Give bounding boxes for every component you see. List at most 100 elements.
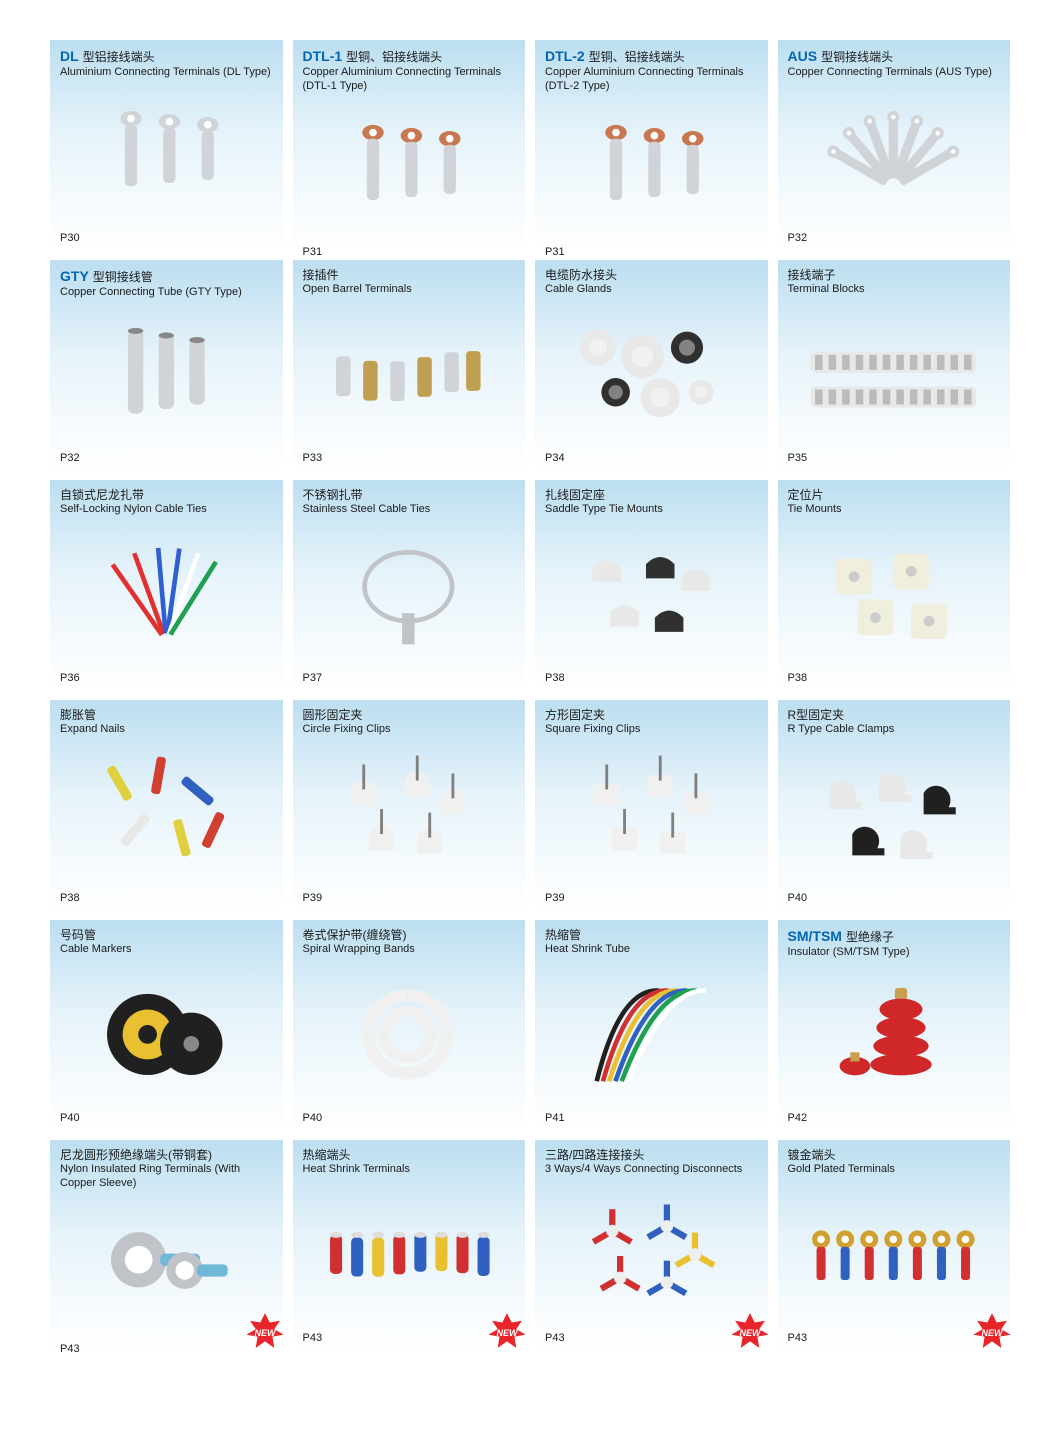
product-card: 三路/四路连接接头3 Ways/4 Ways Connecting Discon… (535, 1140, 768, 1350)
product-card: R型固定夹R Type Cable Clamps P40 (778, 700, 1011, 910)
product-page-number: P39 (545, 892, 758, 904)
product-code: GTY (60, 268, 89, 285)
product-image (545, 1177, 758, 1332)
product-code: DTL-1 (303, 48, 343, 65)
product-card: 不锈钢扎带Stainless Steel Cable TiesP37 (293, 480, 526, 690)
product-card: 接线端子Terminal Blocks P35 (778, 260, 1011, 470)
product-image (60, 1191, 273, 1344)
product-image (60, 957, 273, 1112)
product-page-number: P38 (545, 672, 758, 684)
new-badge-label: NEW (739, 1328, 762, 1338)
product-page-number: P32 (60, 452, 273, 464)
product-image (303, 93, 516, 246)
product-image (545, 957, 758, 1112)
product-title-cn: 方形固定夹 (545, 708, 605, 722)
product-image (788, 960, 1001, 1113)
product-title-en: Spiral Wrapping Bands (303, 943, 516, 957)
product-title-en: Copper Aluminium Connecting Terminals (D… (545, 66, 758, 94)
product-image (303, 517, 516, 672)
product-title-cn: 接线端子 (788, 268, 836, 282)
product-title-cn: 镀金端头 (788, 1148, 836, 1162)
product-page-number: P36 (60, 672, 273, 684)
product-page-number: P33 (303, 452, 516, 464)
product-title-en: Cable Markers (60, 943, 273, 957)
product-card: DTL-2型铜、铝接线端头Copper Aluminium Connecting… (535, 40, 768, 250)
product-title-cn: 型绝缘子 (846, 930, 894, 944)
product-title-cn: 型铜、铝接线端头 (346, 50, 442, 64)
product-title-cn: 号码管 (60, 928, 96, 942)
product-card: GTY 型铜接线管 Copper Connecting Tube (GTY Type… (50, 260, 283, 470)
new-badge: NEW (243, 1310, 287, 1354)
product-image (545, 297, 758, 452)
new-badge: NEW (485, 1310, 529, 1354)
new-badge-label: NEW (982, 1328, 1005, 1338)
product-title-en: Heat Shrink Tube (545, 943, 758, 957)
product-page-number: P40 (303, 1112, 516, 1124)
product-title-cn: 型铜接线管 (93, 270, 153, 284)
product-image (788, 80, 1001, 233)
product-page-number: P35 (788, 452, 1001, 464)
product-page-number: P43 (60, 1343, 273, 1355)
product-card: 卷式保护带(缠绕管)Spiral Wrapping Bands P40 (293, 920, 526, 1130)
product-title-cn: 三路/四路连接接头 (545, 1148, 644, 1162)
product-page-number: P40 (788, 892, 1001, 904)
product-title-en: Square Fixing Clips (545, 723, 758, 737)
product-image (545, 737, 758, 892)
product-card: 尼龙圆形预绝缘端头(带铜套)Nylon Insulated Ring Termi… (50, 1140, 283, 1350)
product-title-en: Copper Connecting Tube (GTY Type) (60, 286, 273, 300)
product-title-cn: R型固定夹 (788, 708, 845, 722)
product-card: 号码管Cable Markers P40 (50, 920, 283, 1130)
product-image (60, 300, 273, 453)
product-title-cn: 型铜接线端头 (821, 50, 893, 64)
product-title-cn: 热缩管 (545, 928, 581, 942)
product-title-cn: 圆形固定夹 (303, 708, 363, 722)
product-title-en: Cable Glands (545, 283, 758, 297)
product-card: 接插件Open Barrel Terminals P33 (293, 260, 526, 470)
product-card: 热缩管Heat Shrink Tube P41 (535, 920, 768, 1130)
product-page-number: P41 (545, 1112, 758, 1124)
product-title-en: Stainless Steel Cable Ties (303, 503, 516, 517)
product-image (303, 737, 516, 892)
product-title-en: Insulator (SM/TSM Type) (788, 946, 1001, 960)
product-title-cn: 型铜、铝接线端头 (589, 50, 685, 64)
product-card: DTL-1型铜、铝接线端头 Copper Aluminium Connecting… (293, 40, 526, 250)
product-page-number: P31 (545, 246, 758, 258)
product-code: SM/TSM (788, 928, 842, 945)
product-card: 扎线固定座Saddle Type Tie Mounts P38 (535, 480, 768, 690)
new-badge: NEW (728, 1310, 772, 1354)
product-card: AUS型铜接线端头Copper Connecting Terminals (AU… (778, 40, 1011, 250)
product-image (60, 80, 273, 233)
product-card: 镀金端头Gold Plated Terminals P43NEW (778, 1140, 1011, 1350)
product-title-en: Copper Aluminium Connecting Terminals (D… (303, 66, 516, 94)
product-title-cn: 尼龙圆形预绝缘端头(带铜套) (60, 1148, 212, 1162)
product-title-cn: 定位片 (788, 488, 824, 502)
product-code: DL (60, 48, 79, 65)
product-image (788, 737, 1001, 892)
product-page-number: P43 (788, 1332, 1001, 1344)
product-title-cn: 型铝接线端头 (83, 50, 155, 64)
product-card: 定位片Tie Mounts P38 (778, 480, 1011, 690)
product-title-cn: 自锁式尼龙扎带 (60, 488, 144, 502)
product-image (788, 517, 1001, 672)
product-title-en: Terminal Blocks (788, 283, 1001, 297)
product-title-en: Self-Locking Nylon Cable Ties (60, 503, 273, 517)
product-page-number: P39 (303, 892, 516, 904)
product-title-en: R Type Cable Clamps (788, 723, 1001, 737)
product-title-en: Circle Fixing Clips (303, 723, 516, 737)
product-page-number: P40 (60, 1112, 273, 1124)
product-page-number: P34 (545, 452, 758, 464)
product-image (303, 1177, 516, 1332)
new-badge: NEW (970, 1310, 1014, 1354)
product-card: DL型铝接线端头Aluminium Connecting Terminals (… (50, 40, 283, 250)
product-title-en: Expand Nails (60, 723, 273, 737)
product-card: 方形固定夹Square Fixing Clips P39 (535, 700, 768, 910)
product-title-cn: 接插件 (303, 268, 339, 282)
product-image (545, 517, 758, 672)
product-page-number: P42 (788, 1112, 1001, 1124)
product-title-en: 3 Ways/4 Ways Connecting Disconnects (545, 1163, 758, 1177)
product-title-cn: 卷式保护带(缠绕管) (303, 928, 407, 942)
product-page-number: P38 (60, 892, 273, 904)
product-title-cn: 热缩端头 (303, 1148, 351, 1162)
product-card: 膨胀管Expand Nails P38 (50, 700, 283, 910)
product-title-cn: 扎线固定座 (545, 488, 605, 502)
